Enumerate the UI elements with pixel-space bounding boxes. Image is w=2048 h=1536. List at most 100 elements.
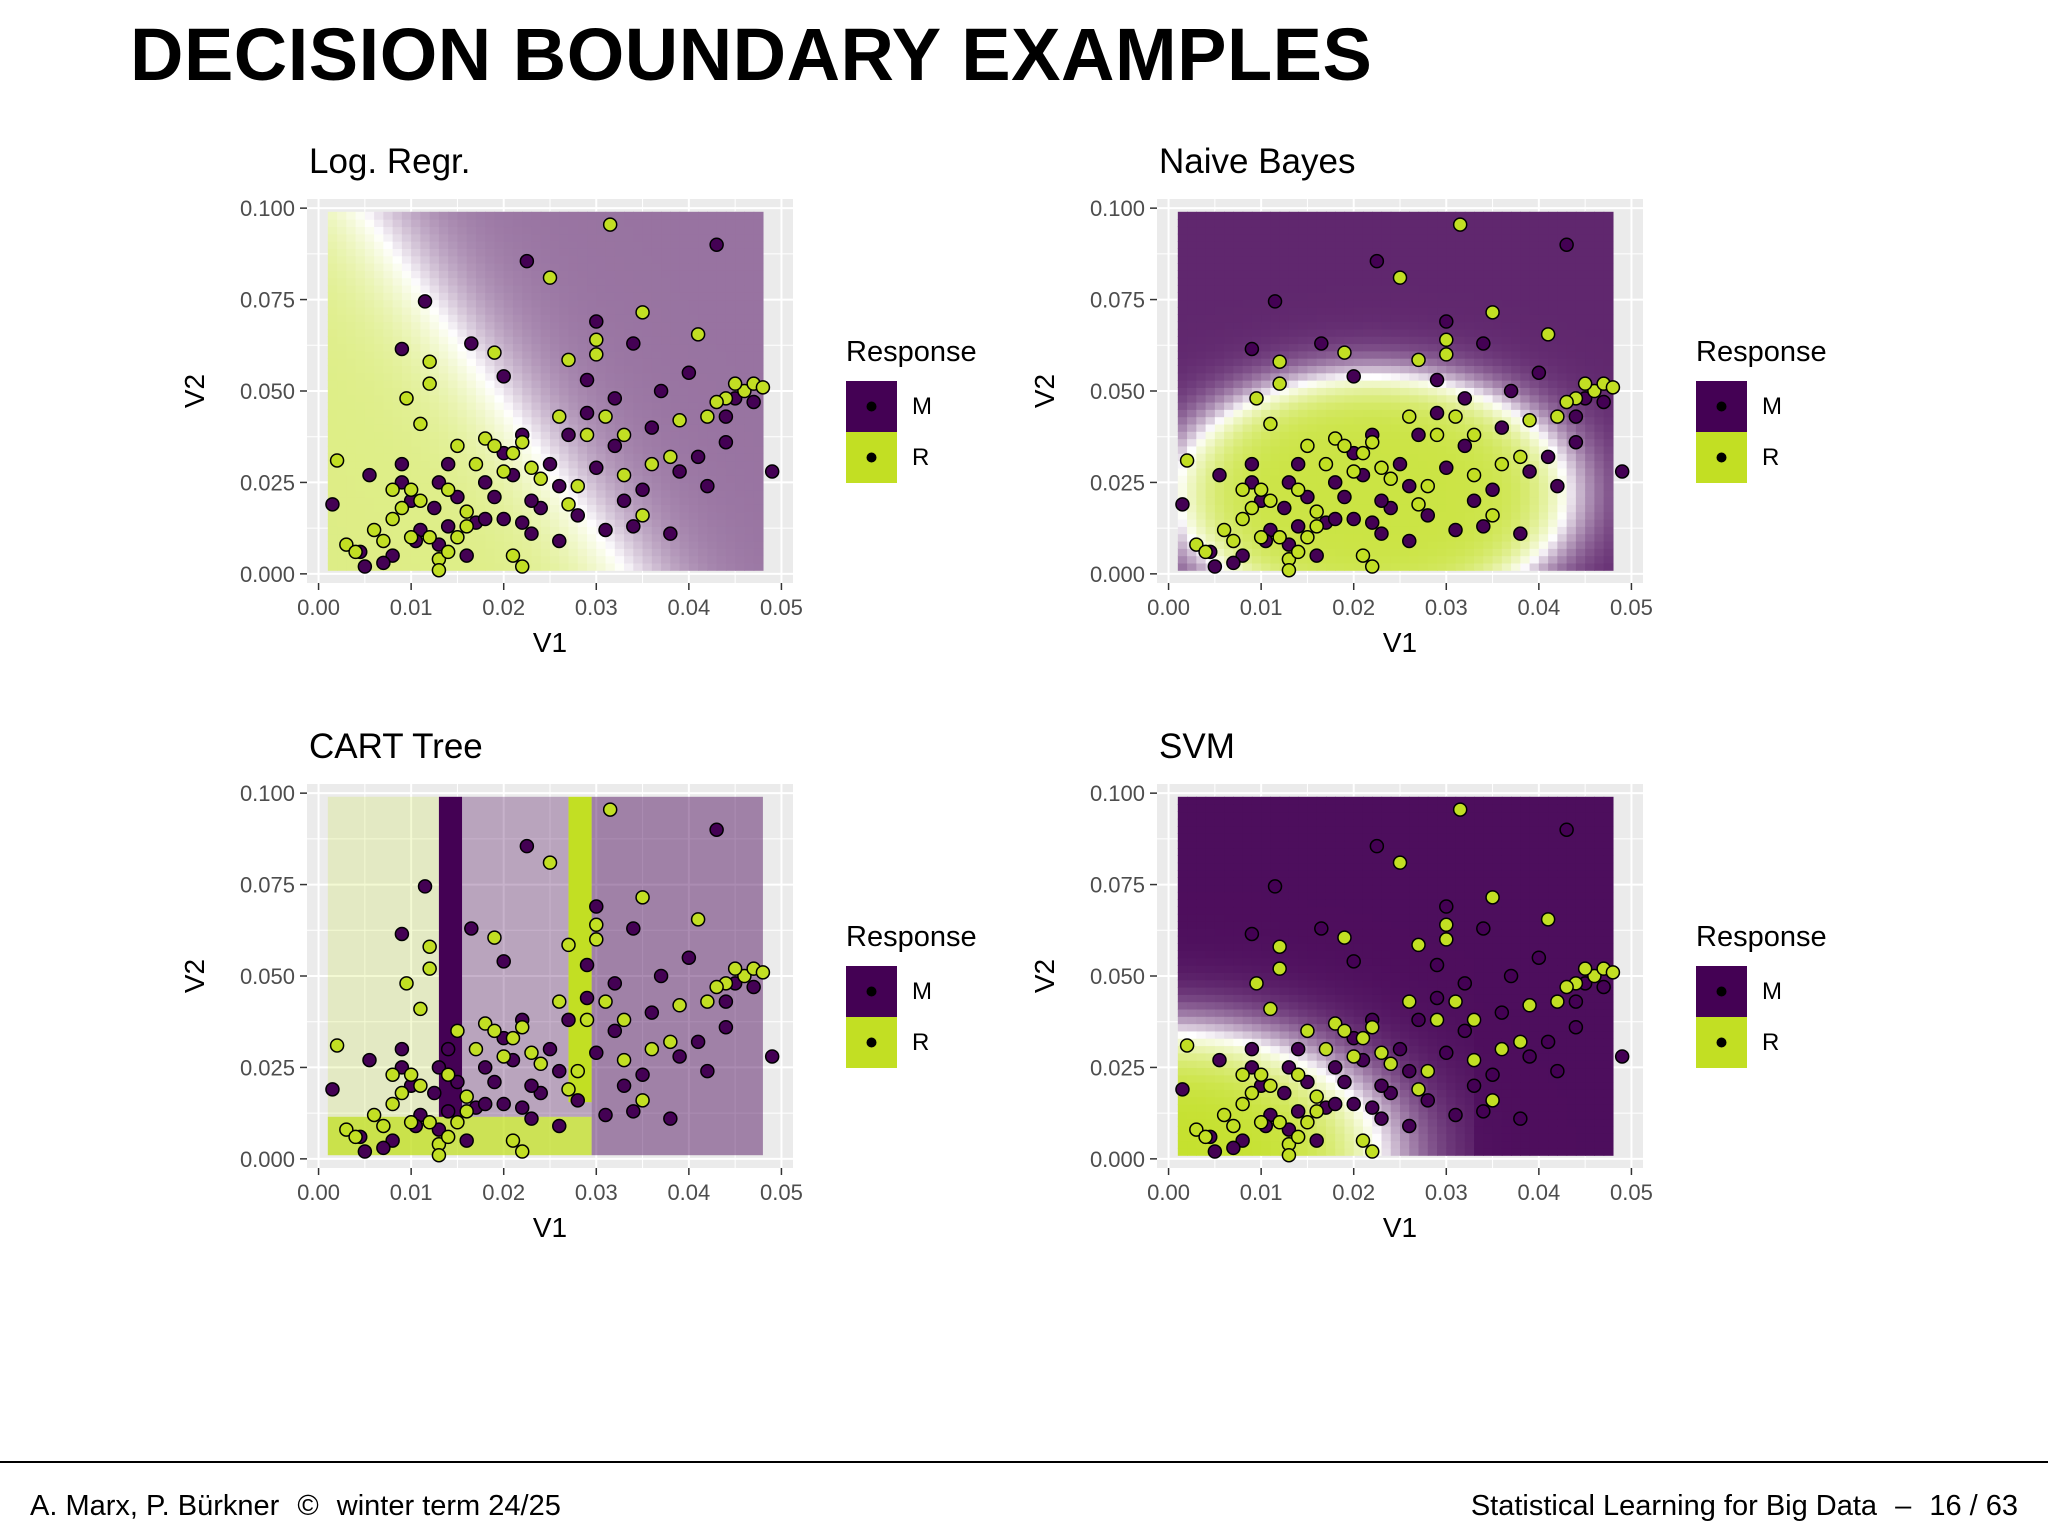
surface-cell: [540, 255, 551, 264]
surface-cell: [688, 519, 699, 527]
point-R: [431, 562, 447, 578]
surface-cell: [651, 226, 662, 235]
surface-cell: [670, 263, 681, 271]
surface-cell: [1520, 306, 1531, 315]
surface-cell: [1214, 453, 1225, 462]
surface-cell: [559, 519, 570, 527]
surface-cell: [1474, 306, 1484, 315]
surface-cell: [1557, 336, 1568, 345]
surface-cell: [475, 255, 486, 264]
surface-cell: [1205, 387, 1216, 396]
surface-cell: [411, 277, 421, 286]
surface-cell: [1298, 284, 1309, 293]
surface-cell: [1464, 401, 1475, 410]
surface-cell: [1196, 284, 1207, 293]
surface-cell: [1474, 263, 1484, 271]
surface-cell: [1205, 504, 1216, 513]
surface-cell: [364, 226, 375, 235]
point-M: [1235, 548, 1250, 563]
surface-cell: [1446, 555, 1457, 564]
surface-cell: [1298, 409, 1309, 418]
surface-cell: [531, 211, 542, 220]
surface-cell: [364, 438, 375, 447]
surface-cell: [420, 387, 431, 396]
surface-cell: [1251, 445, 1262, 454]
surface-cell: [503, 409, 514, 418]
surface-cell: [1501, 533, 1512, 542]
surface-cell: [475, 387, 486, 396]
surface-cell: [1177, 416, 1188, 425]
surface-cell: [420, 226, 431, 235]
surface-cell: [1437, 292, 1447, 301]
surface-cell: [1288, 219, 1299, 228]
surface-cell: [522, 416, 533, 425]
point-M: [1374, 493, 1389, 508]
surface-cell: [1548, 511, 1558, 520]
surface-cell: [1409, 438, 1420, 447]
surface-cell: [1214, 409, 1225, 418]
surface-cell: [1307, 431, 1318, 440]
surface-cell: [448, 299, 459, 308]
point-M: [450, 489, 465, 505]
surface-cell: [1335, 423, 1346, 432]
surface-cell: [568, 380, 579, 388]
surface-cell: [670, 482, 681, 491]
surface-cell: [1187, 387, 1197, 396]
surface-cell: [1603, 504, 1614, 513]
surface-cell: [688, 409, 699, 418]
surface-cell: [346, 365, 357, 374]
surface-cell: [661, 219, 671, 228]
surface-cell: [392, 358, 403, 366]
surface-cell: [1400, 211, 1410, 220]
surface-cell: [577, 263, 588, 271]
surface-cell: [448, 504, 459, 513]
surface-cell: [1511, 248, 1521, 257]
surface-cell: [1585, 255, 1595, 264]
surface-cell: [716, 292, 727, 301]
surface-cell: [1511, 219, 1521, 228]
surface-cell: [1251, 380, 1262, 388]
surface-cell: [1418, 284, 1429, 293]
point-R: [1300, 438, 1315, 454]
surface-cell: [744, 489, 755, 498]
surface-cell: [1233, 423, 1244, 432]
surface-cell: [429, 372, 440, 381]
surface-cell: [355, 350, 366, 359]
surface-cell: [661, 233, 671, 242]
y-tick-label: 0.000: [240, 562, 295, 587]
surface-cell: [1353, 292, 1364, 301]
surface-cell: [587, 255, 597, 264]
surface-cell: [1242, 365, 1253, 374]
surface-cell: [411, 299, 421, 308]
surface-cell: [1224, 482, 1234, 491]
surface-cell: [1372, 219, 1383, 228]
surface-cell: [642, 270, 653, 279]
surface-cell: [1400, 219, 1410, 228]
surface-cell: [550, 350, 560, 359]
surface-cell: [1353, 497, 1364, 505]
surface-cell: [1214, 365, 1225, 374]
surface-cell: [364, 358, 375, 366]
surface-cell: [1511, 394, 1521, 403]
surface-cell: [364, 306, 375, 315]
surface-cell: [633, 416, 644, 425]
surface-cell: [1205, 519, 1216, 527]
surface-cell: [475, 211, 486, 220]
surface-cell: [1344, 431, 1355, 440]
surface-cell: [1575, 299, 1586, 308]
surface-cell: [1557, 445, 1568, 454]
point-R: [552, 409, 567, 424]
surface-cell: [688, 489, 699, 498]
surface-cell: [1233, 314, 1244, 323]
surface-cell: [1316, 489, 1327, 498]
surface-cell: [364, 277, 375, 286]
surface-cell: [577, 219, 588, 228]
surface-cell: [1307, 482, 1318, 491]
surface-cell: [1594, 321, 1605, 330]
surface-cell: [735, 504, 745, 513]
surface-cell: [568, 540, 579, 549]
surface-cell: [327, 511, 338, 520]
surface-cell: [401, 562, 412, 571]
surface-cell: [392, 219, 403, 228]
